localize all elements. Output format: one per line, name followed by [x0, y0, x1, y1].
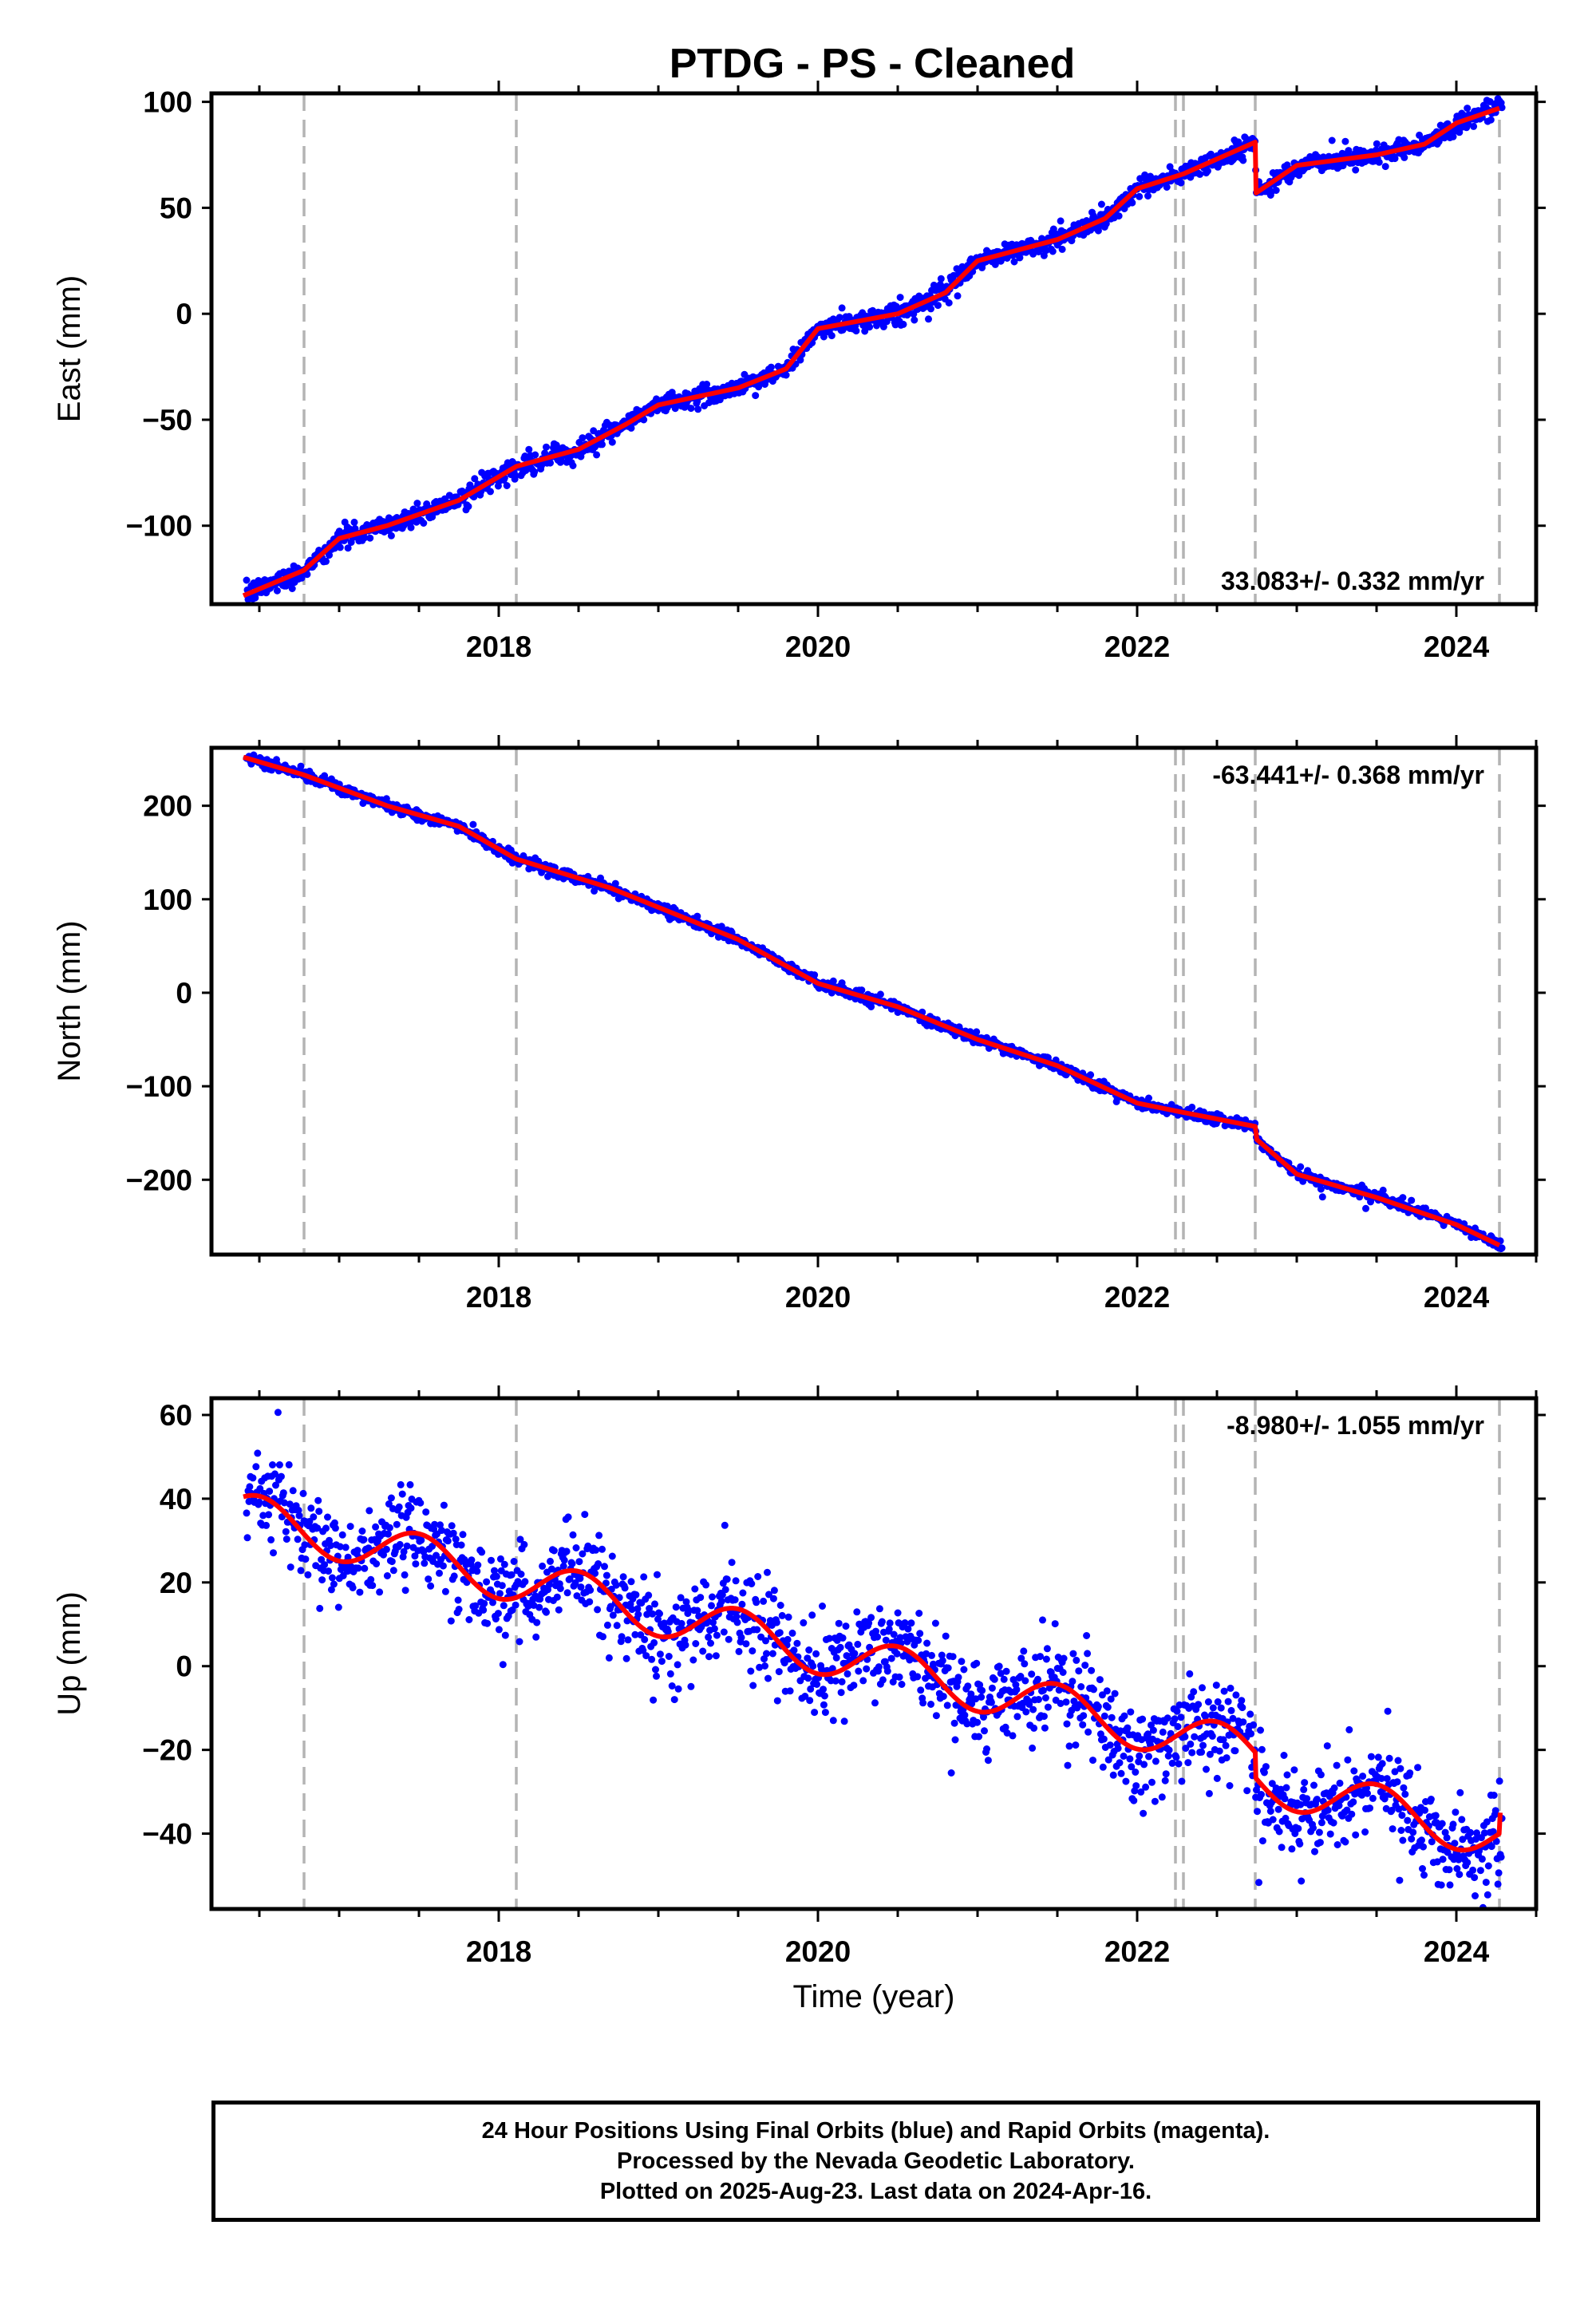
- panel-north-ytick-label: 200: [143, 790, 192, 823]
- panel-up-ytick-label: −20: [142, 1734, 192, 1767]
- footer-line-3: Plotted on 2025-Aug-23. Last data on 202…: [599, 2179, 1152, 2204]
- panel-north-xtick-label: 2018: [466, 1281, 531, 1314]
- panel-up-xtick-label: 2024: [1424, 1935, 1490, 1968]
- panel-east-rate-label: 33.083+/- 0.332 mm/yr: [1221, 567, 1484, 595]
- panel-up: 60 40 20 0 −20 −40 2018 2020 2022 2024 Up (mm) -8.9…: [52, 1385, 1546, 1968]
- panel-up-frame: [209, 1396, 1539, 1911]
- panel-up-rate-label: -8.980+/- 1.055 mm/yr: [1227, 1411, 1484, 1440]
- panel-east-ytick-label: 0: [176, 298, 192, 330]
- panel-north-xtick-label: 2024: [1424, 1281, 1490, 1314]
- panel-north-data: [243, 751, 1506, 1253]
- panel-north-ytick-label: 0: [176, 977, 192, 1010]
- panel-east-ylabel: East (mm): [52, 275, 87, 422]
- x-axis-label: Time (year): [793, 1979, 955, 2014]
- panel-up-model-line: [241, 1492, 1503, 1853]
- panel-east-ytick-label: −50: [142, 404, 192, 437]
- panel-up-xtick-label: 2022: [1104, 1935, 1170, 1968]
- panel-north-xtick-label: 2020: [785, 1281, 851, 1314]
- panel-east: 100 50 0 −50 −100 2018 2020 2022 2024 East (mm) 33…: [52, 81, 1546, 663]
- panel-north-ytick-label: −200: [126, 1164, 192, 1196]
- panel-east-xtick-label: 2022: [1104, 630, 1170, 663]
- panel-north-ytick-label: 100: [143, 883, 192, 916]
- panel-up-data: [241, 1409, 1506, 1909]
- panel-east-final-orbit-points: [243, 95, 1506, 603]
- chart-title: PTDG - PS - Cleaned: [670, 41, 1076, 87]
- panel-north-xtick-label: 2022: [1104, 1281, 1170, 1314]
- panel-up-ytick-label: 0: [176, 1650, 192, 1683]
- panel-up-ytick-label: −40: [142, 1818, 192, 1851]
- panel-north-rate-label: -63.441+/- 0.368 mm/yr: [1212, 761, 1484, 789]
- panel-up-ytick-label: 20: [160, 1567, 192, 1599]
- panel-north-frame: [209, 745, 1539, 1257]
- panel-north-model-line: [243, 754, 1501, 1248]
- footer-line-2: Processed by the Nevada Geodetic Laborat…: [617, 2148, 1135, 2174]
- panel-east-frame: [209, 91, 1539, 607]
- panel-east-xtick-label: 2024: [1424, 630, 1490, 663]
- panel-east-xtick-label: 2018: [466, 630, 531, 663]
- panel-up-ylabel: Up (mm): [52, 1591, 87, 1716]
- panel-north: 200 100 0 −100 −200 2018 2020 2022 2024 North (mm…: [52, 735, 1546, 1314]
- panel-up-ytick-label: 40: [160, 1483, 192, 1516]
- panel-east-ytick-label: 50: [160, 192, 192, 224]
- panel-north-ylabel: North (mm): [52, 920, 87, 1081]
- panel-east-xtick-label: 2020: [785, 630, 851, 663]
- panel-up-ytick-label: 60: [160, 1399, 192, 1432]
- panel-north-ytick-label: −100: [126, 1070, 192, 1103]
- panel-up-xtick-label: 2018: [466, 1935, 531, 1968]
- panel-east-data: [242, 95, 1506, 603]
- panel-east-ytick-label: 100: [143, 86, 192, 119]
- panel-east-model-line: [242, 105, 1500, 599]
- panel-up-final-orbit-points: [243, 1409, 1506, 1909]
- panel-east-ytick-label: −100: [126, 510, 192, 543]
- footer-line-1: 24 Hour Positions Using Final Orbits (bl…: [481, 2118, 1270, 2144]
- panel-up-xtick-label: 2020: [785, 1935, 851, 1968]
- footer-info-box: 24 Hour Positions Using Final Orbits (bl…: [211, 2101, 1540, 2222]
